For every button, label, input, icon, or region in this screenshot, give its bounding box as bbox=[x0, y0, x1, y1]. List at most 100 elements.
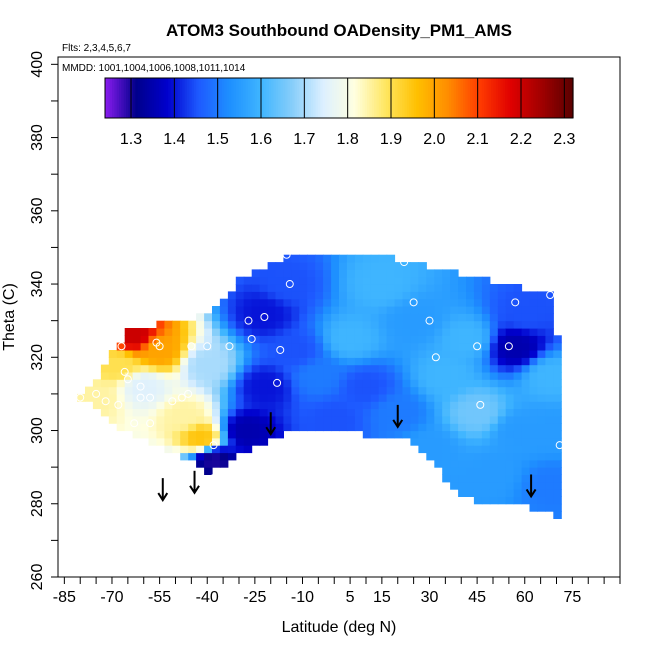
field-cell bbox=[481, 481, 491, 490]
field-cell bbox=[458, 342, 467, 351]
field-cell bbox=[267, 371, 277, 380]
field-cell bbox=[362, 276, 372, 285]
field-cell bbox=[339, 401, 348, 410]
colorbar-segment bbox=[322, 78, 326, 118]
colorbar-segment bbox=[399, 78, 403, 118]
field-cell bbox=[219, 445, 229, 454]
field-cell bbox=[378, 401, 388, 410]
field-cell bbox=[164, 430, 173, 439]
colorbar-segment bbox=[350, 78, 354, 118]
field-cell bbox=[466, 437, 475, 446]
field-cell bbox=[394, 262, 404, 270]
field-cell bbox=[164, 371, 173, 380]
field-cell bbox=[450, 408, 459, 417]
colorbar-segment bbox=[191, 78, 195, 118]
field-cell bbox=[521, 364, 531, 373]
field-cell bbox=[354, 357, 364, 366]
sample-point bbox=[130, 419, 139, 428]
field-cell bbox=[188, 320, 197, 329]
field-cell bbox=[442, 452, 451, 461]
field-cell bbox=[307, 423, 316, 432]
field-cell bbox=[251, 401, 261, 410]
field-cell bbox=[275, 298, 284, 307]
field-cell bbox=[283, 371, 292, 380]
field-cell bbox=[410, 386, 419, 395]
field-cell bbox=[481, 386, 491, 395]
colorbar-segment bbox=[245, 78, 249, 118]
field-cell bbox=[362, 328, 372, 336]
dates-note: MMDD: 1001,1004,1006,1008,1011,1014 bbox=[62, 63, 246, 74]
field-cell bbox=[354, 393, 364, 402]
field-cell bbox=[537, 408, 546, 417]
field-cell bbox=[394, 342, 404, 351]
x-tick-label: 15 bbox=[373, 589, 391, 606]
field-cell bbox=[545, 481, 554, 490]
field-cell bbox=[418, 379, 427, 388]
chart-title: ATOM3 Southbound OADensity_PM1_AMS bbox=[166, 21, 512, 40]
colorbar-segment bbox=[507, 78, 511, 118]
x-tick-label: 75 bbox=[563, 589, 581, 606]
field-cell bbox=[108, 415, 118, 424]
field-cell bbox=[339, 284, 348, 292]
field-cell bbox=[537, 335, 546, 344]
field-cell bbox=[481, 320, 491, 329]
field-cell bbox=[140, 364, 150, 373]
field-cell bbox=[92, 401, 102, 410]
field-cell bbox=[331, 423, 340, 432]
field-cell bbox=[140, 335, 150, 344]
field-cell bbox=[331, 350, 340, 358]
field-cell bbox=[354, 364, 364, 373]
field-cell bbox=[124, 379, 134, 388]
field-cell bbox=[537, 328, 546, 336]
colorbar-segment bbox=[406, 78, 410, 118]
field-cell bbox=[346, 269, 356, 278]
field-cell bbox=[521, 459, 531, 468]
field-cell bbox=[188, 437, 197, 446]
field-cell bbox=[339, 320, 348, 329]
field-cell bbox=[212, 386, 221, 395]
field-cell bbox=[339, 379, 348, 388]
colorbar-segment bbox=[437, 78, 441, 118]
y-tick-label: 300 bbox=[29, 417, 46, 444]
field-cell bbox=[323, 415, 332, 424]
colorbar-segment bbox=[144, 78, 148, 118]
field-cell bbox=[275, 306, 284, 314]
field-cell bbox=[315, 357, 324, 366]
y-tick-label: 400 bbox=[29, 51, 46, 78]
colorbar-segment bbox=[292, 78, 296, 118]
field-cell bbox=[346, 320, 356, 329]
colorbar-tick-label: 2.3 bbox=[553, 131, 575, 148]
field-cell bbox=[466, 423, 475, 432]
colorbar-segment bbox=[123, 78, 127, 118]
field-cell bbox=[426, 379, 435, 388]
field-cell bbox=[275, 415, 284, 424]
field-cell bbox=[331, 342, 340, 351]
field-cell bbox=[140, 379, 150, 388]
field-cell bbox=[370, 284, 380, 292]
field-cell bbox=[473, 386, 483, 395]
field-cell bbox=[227, 386, 237, 395]
field-cell bbox=[362, 393, 372, 402]
field-cell bbox=[537, 467, 546, 475]
field-cell bbox=[172, 445, 181, 454]
field-cell bbox=[418, 350, 427, 358]
field-cell bbox=[275, 423, 284, 432]
colorbar-segment bbox=[116, 78, 120, 118]
field-cell bbox=[219, 452, 229, 461]
field-cell bbox=[505, 364, 515, 373]
field-cell bbox=[212, 437, 221, 446]
field-cell bbox=[275, 269, 284, 278]
field-cell bbox=[489, 445, 499, 454]
field-cell bbox=[346, 393, 356, 402]
field-cell bbox=[545, 342, 554, 351]
field-cell bbox=[196, 430, 205, 439]
field-cell bbox=[291, 298, 300, 307]
field-cell bbox=[196, 350, 205, 358]
field-cell bbox=[259, 386, 269, 395]
colorbar-segment bbox=[268, 78, 272, 118]
field-cell bbox=[442, 335, 451, 344]
field-cell bbox=[315, 276, 324, 285]
field-cell bbox=[323, 393, 332, 402]
field-cell bbox=[553, 511, 562, 519]
field-cell bbox=[402, 269, 411, 278]
